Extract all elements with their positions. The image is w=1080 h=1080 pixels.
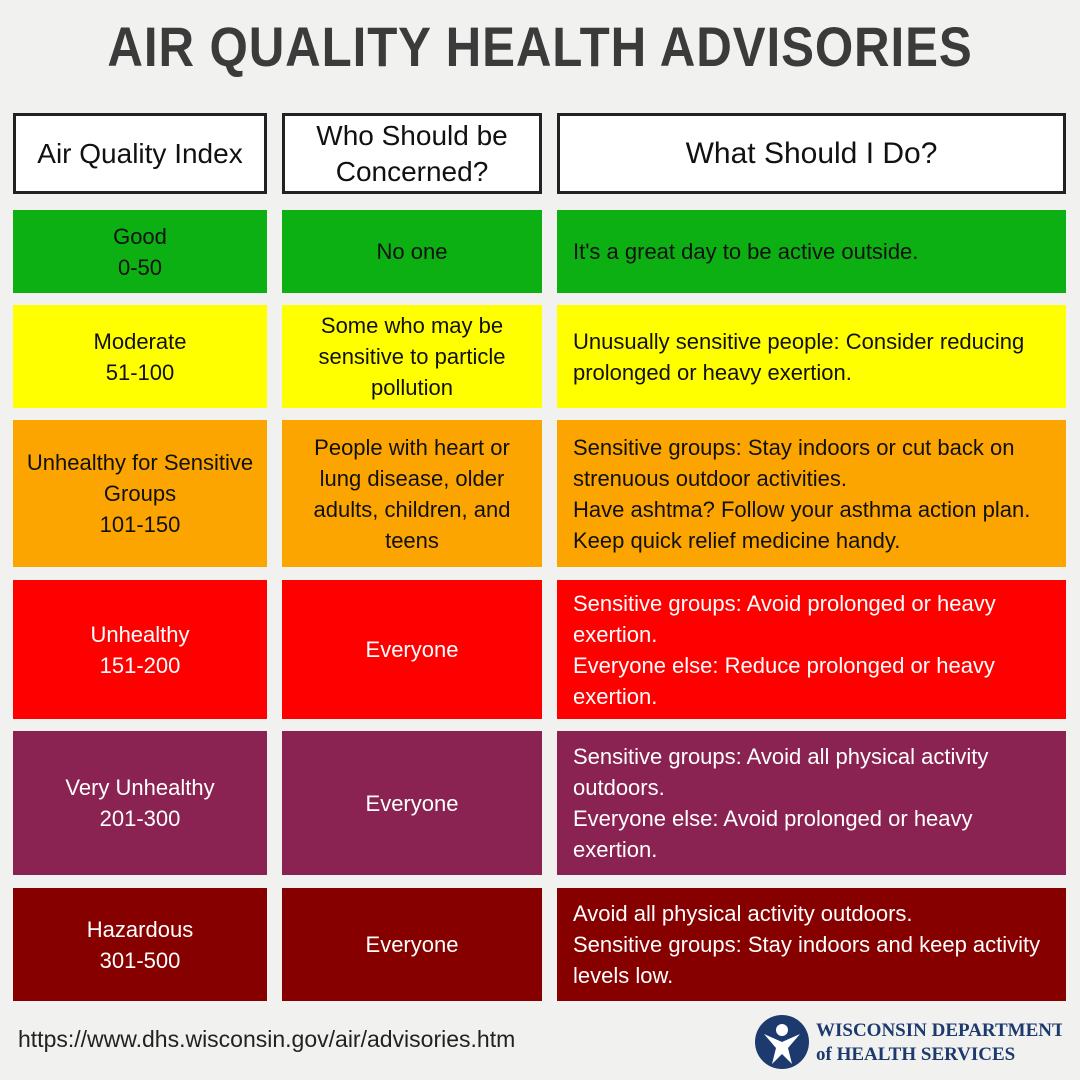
aqi-range: 51-100: [105, 359, 175, 385]
aqi-range: 151-200: [99, 652, 181, 678]
what-text: It's a great day to be active outside.: [573, 239, 919, 264]
aqi-cell: Unhealthy 151-200: [13, 580, 267, 719]
aqi-level: Moderate: [93, 328, 187, 354]
who-cell: No one: [282, 210, 542, 293]
title: AIR QUALITY HEALTH ADVISORIES: [107, 15, 973, 78]
aqi-range: 201-300: [99, 806, 181, 831]
aqi-cell: Hazardous 301-500: [13, 888, 267, 1001]
logo-line: WISCONSIN DEPARTMENT: [816, 1020, 1062, 1041]
who-cell: Everyone: [282, 888, 542, 1001]
aqi-level: Unhealthy: [90, 621, 190, 647]
what-text: Sensitive groups: Avoid all physical act…: [573, 744, 989, 800]
what-cell: Unusually sensitive people: Consider red…: [557, 305, 1066, 408]
what-text: Have ashtma? Follow your asthma action p…: [573, 496, 1031, 522]
who-text: People with heart or lung disease, older…: [313, 434, 511, 553]
aqi-level: Very Unhealthy: [65, 775, 215, 800]
header-cell: Who Should be Concerned?: [282, 113, 542, 194]
who-cell: Some who may be sensitive to particle po…: [282, 305, 542, 408]
who-text: Everyone: [365, 932, 459, 957]
who-text: No one: [376, 239, 448, 264]
what-text: Sensitive groups: Avoid prolonged or hea…: [573, 590, 996, 647]
who-cell: Everyone: [282, 731, 542, 875]
what-cell: Sensitive groups: Avoid all physical act…: [557, 731, 1066, 875]
what-cell: Sensitive groups: Stay indoors or cut ba…: [557, 420, 1066, 567]
header-cell: What Should I Do?: [557, 113, 1066, 194]
what-text: Sensitive groups: Stay indoors and keep …: [573, 932, 1041, 988]
what-cell: Avoid all physical activity outdoors. Sen…: [557, 888, 1066, 1001]
aqi-level: Unhealthy for Sensitive Groups: [26, 450, 254, 506]
what-cell: It's a great day to be active outside.: [557, 210, 1066, 293]
who-cell: Everyone: [282, 580, 542, 719]
who-text: Everyone: [365, 637, 459, 662]
logo-icon-head: [776, 1024, 788, 1036]
who-cell: People with heart or lung disease, older…: [282, 420, 542, 567]
header-cell: Air Quality Index: [13, 113, 267, 194]
what-text: Keep quick relief medicine handy.: [573, 527, 901, 553]
what-text: Unusually sensitive people: Consider red…: [573, 328, 1025, 385]
footer-url: https://www.dhs.wisconsin.gov/air/adviso…: [18, 1026, 516, 1052]
what-text: Avoid all physical activity outdoors.: [573, 901, 913, 926]
who-text: Some who may be sensitive to particle po…: [318, 313, 506, 400]
what-cell: Sensitive groups: Avoid prolonged or hea…: [557, 580, 1066, 719]
logo-line: of HEALTH SERVICES: [816, 1044, 1015, 1065]
aqi-cell: Moderate 51-100: [13, 305, 267, 408]
what-text: Everyone else: Avoid prolonged or heavy …: [573, 806, 973, 862]
aqi-cell: Unhealthy for Sensitive Groups 101-150: [13, 420, 267, 567]
aqi-cell: Good 0-50: [13, 210, 267, 293]
aqi-range: 101-150: [99, 512, 181, 537]
aqi-level: Good: [113, 223, 167, 249]
logo-icon-figure: [764, 1034, 800, 1064]
who-text: Everyone: [365, 790, 459, 816]
aqi-cell: Very Unhealthy 201-300: [13, 731, 267, 875]
aqi-level: Hazardous: [86, 916, 194, 942]
what-text: Everyone else: Reduce prolonged or heavy…: [573, 652, 995, 709]
aqi-range: 301-500: [99, 947, 181, 973]
what-text: Sensitive groups: Stay indoors or cut ba…: [573, 434, 1015, 491]
aqi-range: 0-50: [117, 254, 163, 280]
logo: WISCONSIN DEPARTMENT of HEALTH SERVICES: [755, 1015, 1062, 1069]
